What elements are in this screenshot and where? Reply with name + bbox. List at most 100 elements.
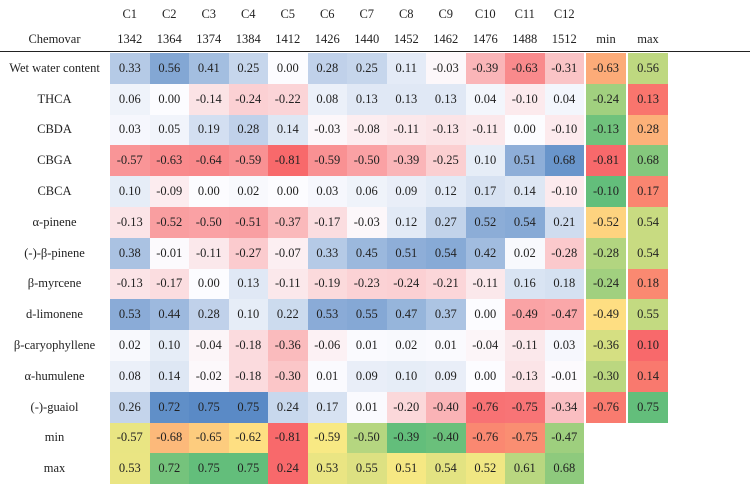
summary-row-cell: -0.50: [347, 422, 387, 454]
heatmap-cell: 0.02: [228, 176, 268, 207]
heatmap-cell: 0.55: [347, 299, 387, 331]
heatmap-cell: -0.17: [307, 207, 347, 238]
heatmap-cell: 0.02: [110, 330, 150, 361]
column-id-label: 1512: [551, 31, 577, 46]
row-min-cell: -0.30: [586, 361, 626, 392]
heatmap-cell: 0.37: [426, 299, 466, 331]
column-code-label: C3: [201, 6, 217, 21]
heatmap-cell: -0.11: [465, 114, 505, 146]
heatmap-cell: 0.52: [465, 207, 505, 238]
heatmap-cell: -0.81: [268, 145, 308, 177]
heatmap-cell: 0.06: [110, 83, 150, 115]
heatmap-cell: 0.14: [505, 176, 545, 207]
heatmap-cell: -0.13: [426, 114, 466, 146]
heatmap-cell: 0.08: [110, 361, 150, 392]
row-min-cell: -0.24: [586, 83, 626, 115]
heatmap-cell: 0.00: [268, 176, 308, 207]
heatmap-cell: -0.01: [149, 237, 189, 269]
heatmap-cell: 0.44: [149, 299, 189, 331]
row-min-cell: -0.81: [586, 145, 626, 177]
heatmap-cell: -0.50: [189, 207, 229, 238]
heatmap-cell: 0.00: [505, 114, 545, 146]
heatmap-cell: -0.13: [110, 207, 150, 238]
heatmap-cell: -0.28: [544, 237, 584, 269]
heatmap-cell: 0.25: [228, 53, 268, 84]
heatmap-cell: -0.37: [268, 207, 308, 238]
heatmap-cell: -0.51: [228, 207, 268, 238]
heatmap-cell: 0.00: [149, 83, 189, 115]
heatmap-cell: 0.51: [386, 237, 426, 269]
row-min-cell: -0.13: [586, 114, 626, 146]
heatmap-cell: -0.10: [544, 176, 584, 207]
heatmap-cell: 0.24: [268, 391, 308, 423]
heatmap-cell: 0.09: [426, 361, 466, 392]
heatmap-cell: 0.03: [544, 330, 584, 361]
row-min-cell: -0.28: [586, 237, 626, 269]
heatmap-cell: 0.45: [347, 237, 387, 269]
heatmap-cell: -0.21: [426, 268, 466, 300]
heatmap-cell: -0.39: [386, 145, 426, 177]
summary-row-cell: -0.76: [465, 422, 505, 454]
heatmap-cell: 0.04: [544, 83, 584, 115]
heatmap-cell: 0.12: [386, 207, 426, 238]
column-id-label: 1426: [314, 31, 340, 46]
summary-row-cell: 0.55: [347, 453, 387, 484]
heatmap-cell: 0.00: [465, 361, 505, 392]
heatmap-cell: 0.21: [544, 207, 584, 238]
row-max-cell: 0.17: [628, 176, 668, 207]
summary-row-cell: 0.75: [228, 453, 268, 484]
row-max-cell: 0.14: [628, 361, 668, 392]
column-id-label: 1462: [433, 31, 459, 46]
heatmap-cell: 0.22: [268, 299, 308, 331]
row-label: α-humulene: [24, 368, 85, 383]
heatmap-cell: -0.24: [386, 268, 426, 300]
heatmap-cell: 0.03: [110, 114, 150, 146]
heatmap-cell: -0.63: [149, 145, 189, 177]
column-code-label: C7: [359, 6, 375, 21]
heatmap-cell: 0.01: [426, 330, 466, 361]
row-min-cell: -0.24: [586, 268, 626, 300]
heatmap-cell: -0.40: [426, 391, 466, 423]
heatmap-cell: 0.01: [347, 391, 387, 423]
heatmap-cell: 0.28: [307, 53, 347, 84]
row-max-cell: 0.56: [628, 53, 668, 84]
heatmap-cell: 0.54: [426, 237, 466, 269]
column-id-label: 1374: [196, 31, 222, 46]
summary-row-cell: -0.39: [386, 422, 426, 454]
row-max-cell: 0.10: [628, 330, 668, 361]
heatmap-cell: -0.03: [347, 207, 387, 238]
heatmap-cell: 0.05: [149, 114, 189, 146]
summary-row-cell: -0.47: [544, 422, 584, 454]
heatmap-cell: 0.17: [307, 391, 347, 423]
heatmap-cell: -0.03: [426, 53, 466, 84]
summary-row-cell: 0.24: [268, 453, 308, 484]
heatmap-cell: 0.02: [505, 237, 545, 269]
row-min-cell: -0.36: [586, 330, 626, 361]
heatmap-cell: 0.13: [386, 83, 426, 115]
heatmap-cell: 0.10: [110, 176, 150, 207]
heatmap-cell: 0.53: [307, 299, 347, 331]
summary-row-cell: 0.75: [189, 453, 229, 484]
heatmap-cell: 0.17: [465, 176, 505, 207]
heatmap-cell: -0.25: [426, 145, 466, 177]
heatmap-cell: -0.63: [505, 53, 545, 84]
heatmap-cell: -0.13: [110, 268, 150, 300]
summary-row-cell: -0.68: [149, 422, 189, 454]
heatmap-cell: -0.11: [268, 268, 308, 300]
heatmap-cell: 0.28: [189, 299, 229, 331]
heatmap-cell: 0.28: [228, 114, 268, 146]
column-id-label: 1452: [393, 31, 419, 46]
row-max-cell: 0.75: [628, 391, 668, 423]
heatmap-cell: -0.11: [386, 114, 426, 146]
header-divider-line: [0, 51, 750, 52]
heatmap-cell: 0.12: [426, 176, 466, 207]
row-min-cell: -0.49: [586, 299, 626, 331]
heatmap-cell: -0.50: [347, 145, 387, 177]
column-id-label: 1476: [472, 31, 498, 46]
row-max-cell: 0.13: [628, 83, 668, 115]
column-code-label: C8: [398, 6, 414, 21]
heatmap-cell: -0.07: [268, 237, 308, 269]
heatmap-cell: 0.53: [110, 299, 150, 331]
heatmap-cell: -0.20: [386, 391, 426, 423]
summary-row-cell: -0.59: [307, 422, 347, 454]
